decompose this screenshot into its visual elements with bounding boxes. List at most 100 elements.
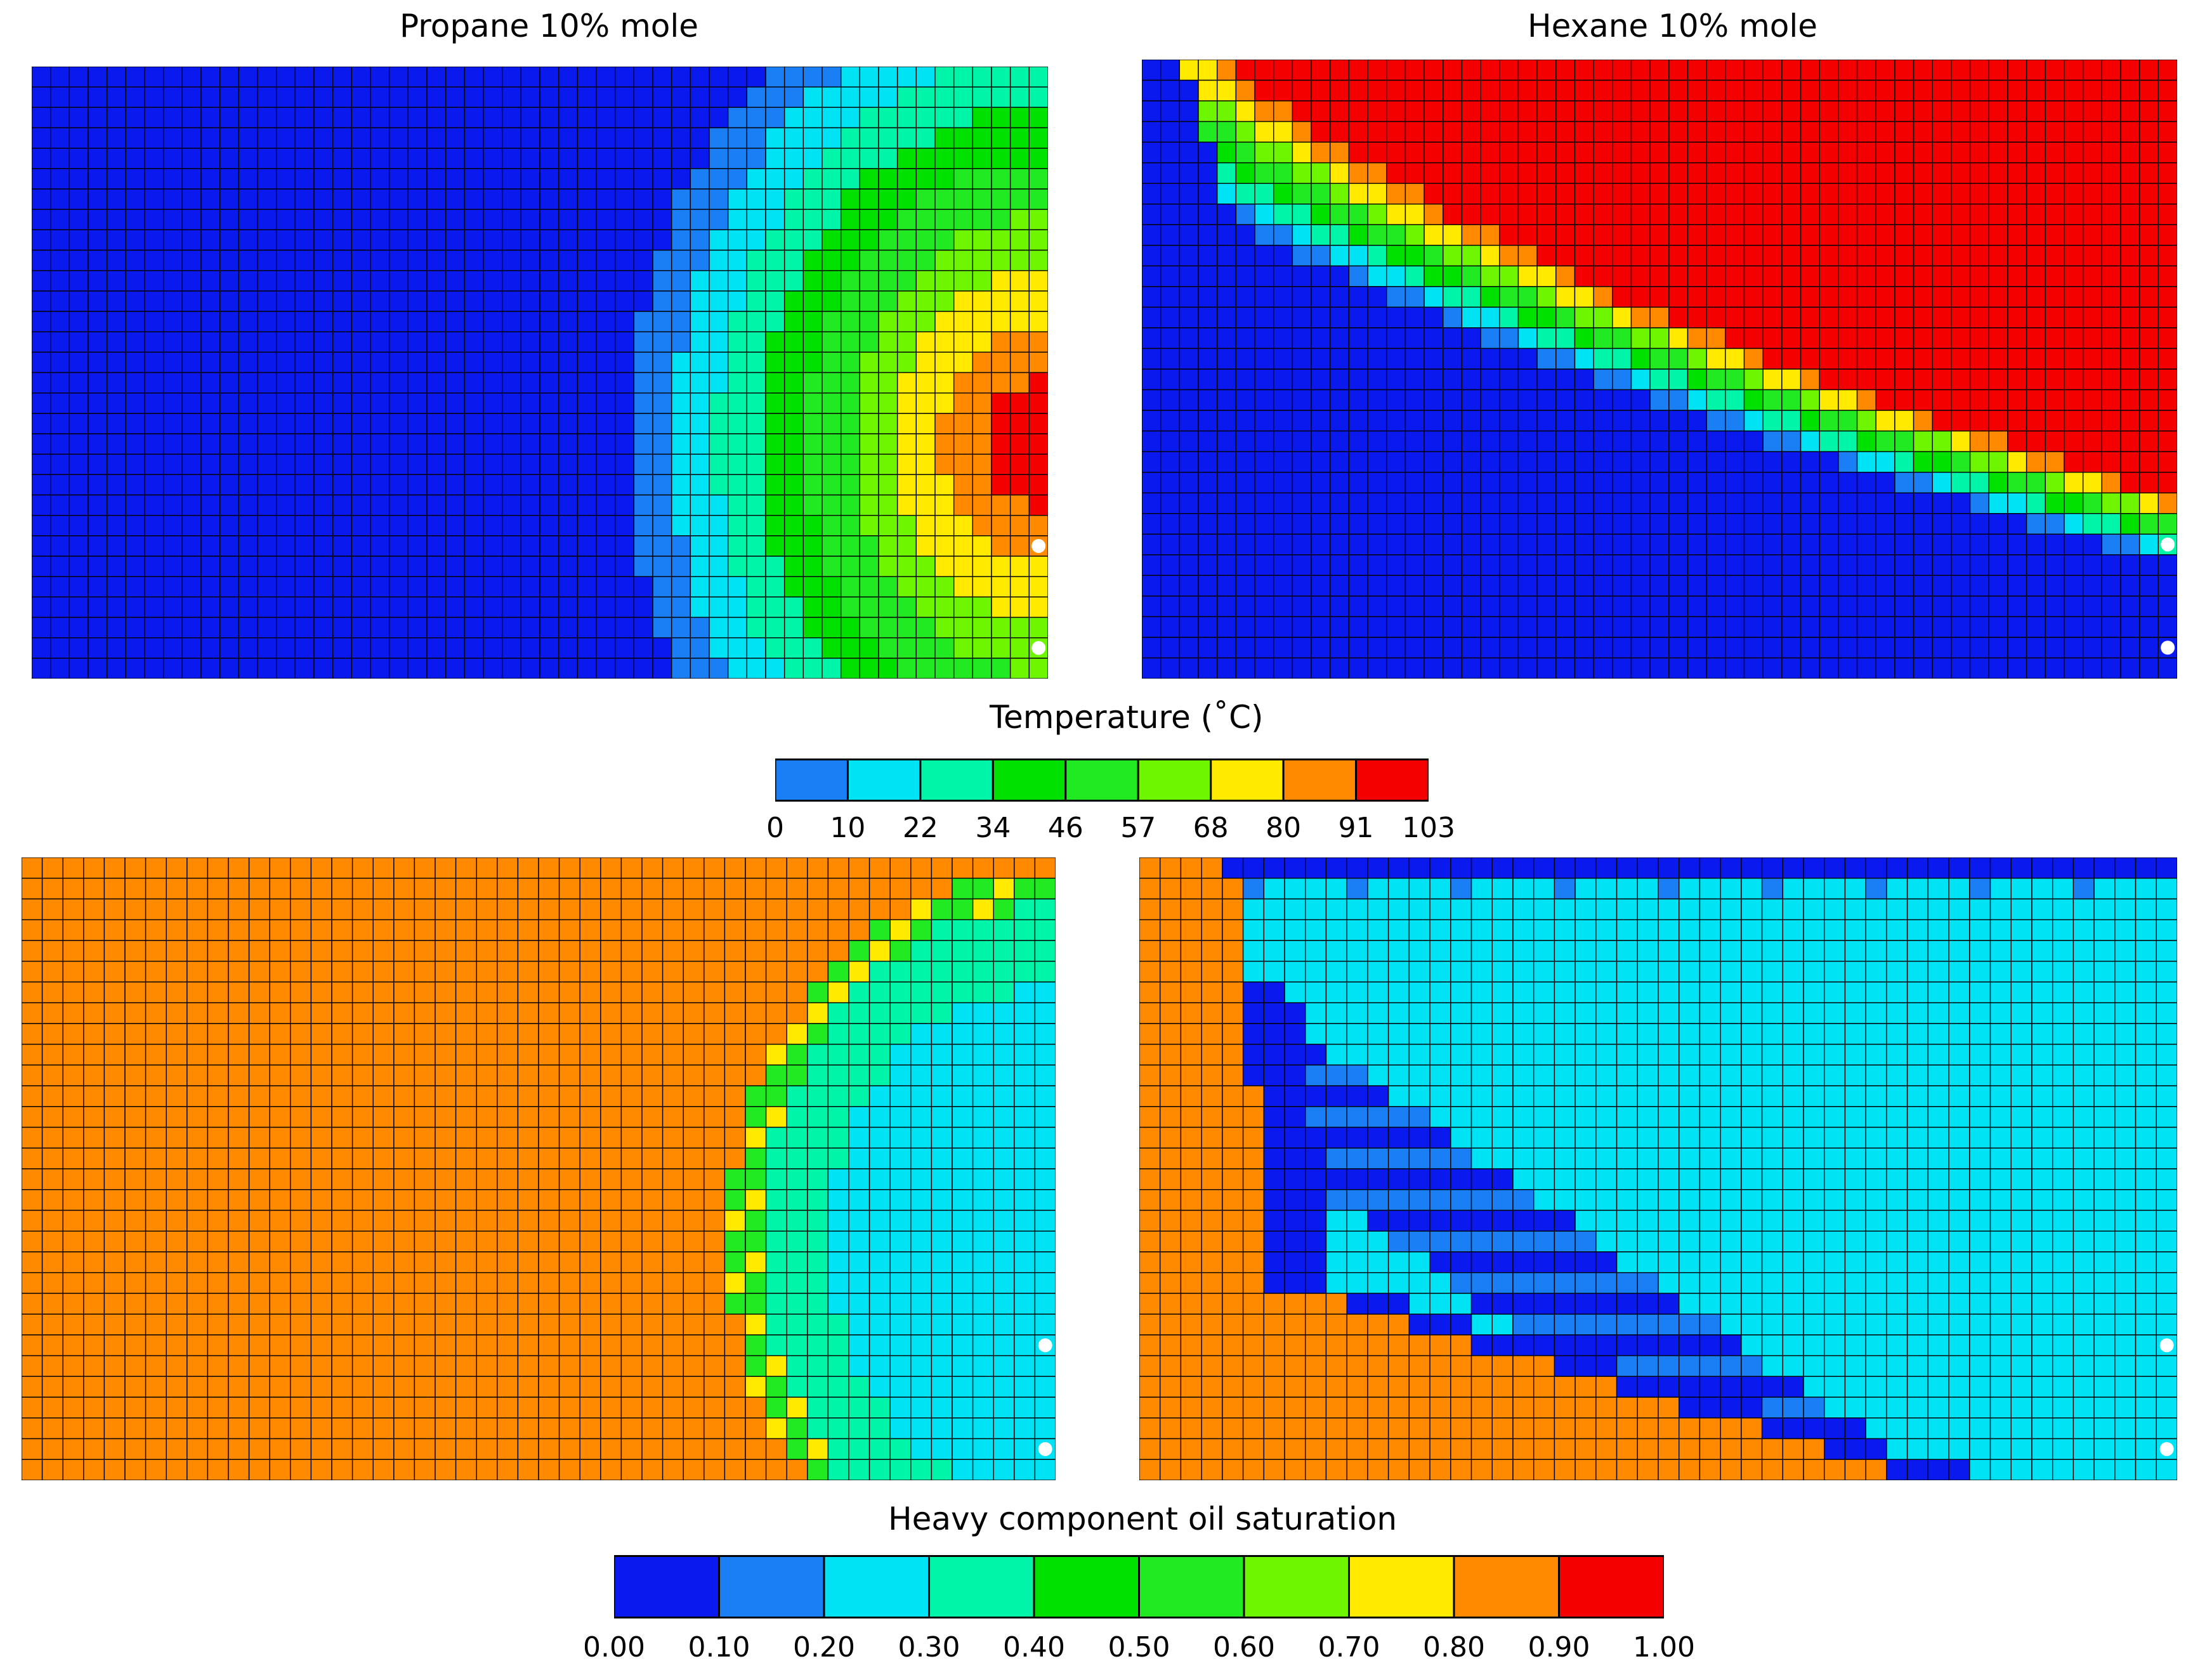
heatmap-cell [228, 1459, 250, 1480]
heatmap-cell [483, 209, 503, 231]
heatmap-cell [476, 1002, 498, 1024]
heatmap-cell [1179, 162, 1199, 184]
heatmap-cell [83, 1126, 105, 1149]
heatmap-cell [786, 1251, 808, 1273]
heatmap-cell [1034, 857, 1056, 879]
heatmap-cell [1555, 224, 1576, 246]
heatmap-cell [483, 514, 503, 537]
heatmap-cell [103, 1209, 126, 1232]
heatmap-cell [1367, 224, 1387, 246]
heatmap-cell [1593, 60, 1613, 81]
heatmap-cell [2138, 637, 2159, 659]
heatmap-cell [827, 1417, 849, 1440]
heatmap-cell [2138, 513, 2159, 535]
heatmap-cell [727, 494, 748, 516]
heatmap-cell [476, 857, 498, 879]
heatmap-cell [1480, 368, 1500, 391]
heatmap-cell [520, 637, 540, 659]
heatmap-cell [783, 86, 804, 108]
heatmap-cell [144, 209, 164, 231]
heatmap-cell [331, 878, 353, 900]
heatmap-cell [1461, 451, 1481, 473]
heatmap-cell [1367, 410, 1387, 432]
heatmap-cell [200, 249, 221, 271]
heatmap-cell [746, 453, 766, 476]
heatmap-cell [372, 1043, 395, 1066]
heatmap-cell [1536, 389, 1557, 411]
heatmap-cell [49, 616, 70, 639]
heatmap-cell [783, 67, 804, 88]
heatmap-cell [69, 494, 89, 516]
heatmap-cell [294, 556, 315, 577]
heatmap-cell [393, 1189, 416, 1211]
heatmap-cell [1927, 878, 1949, 900]
heatmap-cell [1800, 430, 1820, 452]
heatmap-cell [1988, 451, 2008, 473]
heatmap-cell [972, 1334, 994, 1357]
heatmap-cell [144, 311, 164, 332]
heatmap-cell [1725, 451, 1745, 473]
heatmap-cell [393, 1397, 416, 1419]
heatmap-cell [896, 147, 917, 169]
heatmap-cell [62, 1189, 84, 1211]
heatmap-cell [972, 249, 992, 271]
heatmap-cell [910, 1147, 933, 1169]
heatmap-cell [83, 898, 105, 920]
heatmap-cell [275, 249, 296, 271]
heatmap-cell [1932, 389, 1952, 411]
heatmap-cell [827, 1355, 849, 1377]
heatmap-cell [1235, 430, 1255, 452]
heatmap-cell [896, 270, 917, 292]
heatmap-cell [786, 1417, 808, 1440]
heatmap-cell [827, 1251, 849, 1273]
heatmap-cell [1348, 348, 1368, 370]
heatmap-cell [848, 960, 870, 983]
heatmap-cell [187, 1168, 209, 1190]
heatmap-cell [207, 1023, 229, 1045]
heatmap-cell [331, 1438, 353, 1460]
heatmap-cell [1142, 224, 1162, 246]
heatmap-cell [1668, 204, 1689, 225]
heatmap-cell [641, 898, 664, 920]
heatmap-cell [1180, 898, 1202, 920]
heatmap-cell [1367, 637, 1387, 659]
heatmap-cell [1927, 919, 1949, 941]
heatmap-cell [1762, 368, 1783, 391]
heatmap-cell [596, 433, 616, 455]
heatmap-cell [827, 857, 849, 879]
heatmap-cell [1741, 857, 1763, 879]
heatmap-cell [1273, 348, 1293, 370]
heatmap-cell [2101, 410, 2121, 432]
heatmap-cell [275, 351, 296, 374]
heatmap-cell [1517, 533, 1538, 556]
heatmap-cell [144, 168, 164, 190]
heatmap-cell [238, 616, 258, 639]
heatmap-cell [1593, 120, 1613, 143]
heatmap-cell [2010, 898, 2033, 920]
heatmap-cell [620, 1002, 643, 1024]
heatmap-cell [483, 107, 503, 129]
heatmap-cell [331, 1376, 353, 1398]
heatmap-cell [1699, 919, 1721, 941]
heatmap-cell [2101, 141, 2121, 164]
heatmap-cell [558, 1397, 580, 1419]
heatmap-cell [934, 576, 955, 598]
heatmap-cell [1725, 554, 1745, 576]
heatmap-cell [1574, 857, 1597, 879]
heatmap-cell [290, 1126, 312, 1149]
heatmap-cell [1706, 224, 1726, 246]
heatmap-cell [1743, 575, 1764, 597]
heatmap-cell [1969, 204, 1989, 225]
heatmap-cell [483, 249, 503, 271]
heatmap-cell [1725, 410, 1745, 432]
heatmap-cell [1725, 657, 1745, 679]
heatmap-cell [765, 1064, 787, 1086]
heatmap-cell [1932, 637, 1952, 659]
heatmap-cell [1160, 245, 1181, 267]
heatmap-cell [931, 1147, 953, 1169]
heatmap-cell [1687, 513, 1707, 535]
heatmap-cell [620, 1043, 643, 1066]
heatmap-cell [579, 1043, 601, 1066]
heatmap-cell [145, 960, 167, 983]
heatmap-cell [248, 1064, 270, 1086]
